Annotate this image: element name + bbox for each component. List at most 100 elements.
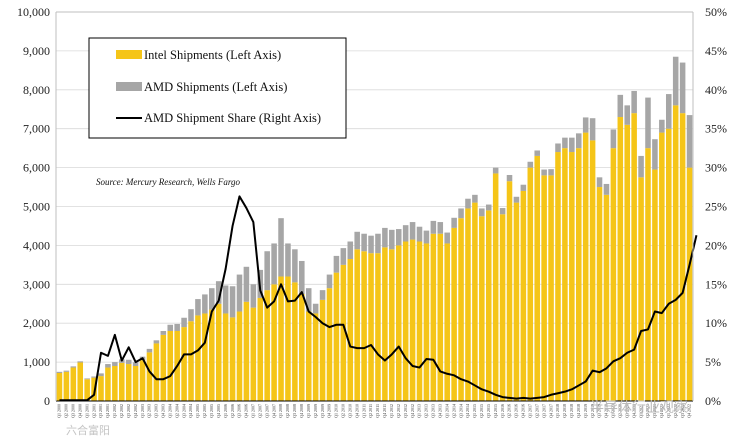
intel-bar bbox=[209, 309, 215, 401]
intel-bar bbox=[139, 360, 146, 401]
watermark-left: 六合富阳 bbox=[66, 423, 110, 437]
amd-bar bbox=[326, 274, 333, 289]
x-axis-tick-label: Q1 2006 bbox=[223, 404, 228, 418]
amd-bar bbox=[395, 229, 402, 246]
intel-bar bbox=[652, 169, 658, 401]
x-axis-tick-label: Q1 2004 bbox=[167, 404, 172, 418]
left-axis-tick-label: 4,000 bbox=[23, 238, 50, 252]
intel-bar bbox=[603, 194, 610, 401]
intel-bar bbox=[368, 253, 374, 401]
x-axis-tick-label: Q2 2022 bbox=[673, 404, 678, 418]
amd-bar bbox=[665, 94, 672, 129]
right-axis-ticks: 0% 5% 10% 15% 20% 25% 30% 35% 40% 45% 50% bbox=[705, 5, 727, 408]
amd-share-line bbox=[59, 195, 698, 402]
x-axis-tick-label: Q3 2007 bbox=[264, 404, 269, 418]
x-axis-tick-label: Q4 2009 bbox=[327, 404, 332, 418]
x-axis-tick-label: Q3 2016 bbox=[514, 404, 519, 418]
amd-bar bbox=[402, 225, 409, 242]
amd-bar bbox=[430, 220, 437, 234]
intel-bar bbox=[555, 152, 561, 401]
amd-bar bbox=[368, 235, 374, 254]
intel-bar bbox=[645, 148, 651, 401]
amd-bar bbox=[582, 117, 589, 133]
x-axis-tick-label: Q2 2017 bbox=[534, 404, 539, 418]
amd-bar bbox=[375, 233, 381, 254]
intel-bar bbox=[333, 272, 340, 401]
amd-bar bbox=[423, 230, 430, 244]
intel-bar bbox=[361, 251, 367, 401]
x-axis-tick-label: Q3 2019 bbox=[597, 404, 602, 418]
x-axis-tick-label: Q2 2021 bbox=[645, 404, 650, 418]
intel-bar bbox=[389, 249, 395, 401]
x-axis-tick-label: Q4 2002 bbox=[133, 404, 138, 418]
amd-bar bbox=[319, 290, 326, 300]
intel-bar bbox=[520, 190, 527, 401]
intel-bar bbox=[56, 372, 63, 401]
amd-bar bbox=[112, 362, 118, 366]
x-axis-tick-label: Q3 2020 bbox=[624, 404, 629, 418]
x-axis-tick-label: Q4 2005 bbox=[216, 404, 221, 418]
intel-bar bbox=[485, 210, 492, 401]
x-axis-tick-label: Q3 2005 bbox=[209, 404, 214, 418]
amd-bar bbox=[465, 198, 471, 209]
intel-bar bbox=[506, 181, 513, 401]
x-axis-tick-label: Q2 2010 bbox=[341, 404, 346, 418]
amd-bar bbox=[292, 249, 298, 283]
amd-bar bbox=[285, 243, 291, 277]
intel-bar bbox=[243, 301, 250, 401]
x-axis-tick-label: Q4 2000 bbox=[77, 404, 82, 418]
x-axis-tick-label: Q3 2008 bbox=[292, 404, 297, 418]
intel-bar bbox=[617, 117, 624, 401]
x-axis-tick-label: Q1 2003 bbox=[140, 404, 145, 418]
intel-bar bbox=[132, 365, 139, 401]
x-axis-tick-label: Q1 2015 bbox=[472, 404, 477, 418]
intel-bar bbox=[299, 294, 305, 401]
intel-bar bbox=[63, 371, 70, 401]
intel-bar bbox=[146, 352, 153, 401]
intel-bar bbox=[416, 241, 423, 401]
x-axis-tick-label: Q1 2001 bbox=[84, 404, 89, 418]
intel-bar bbox=[382, 247, 388, 401]
amd-bar bbox=[312, 303, 319, 314]
intel-bar bbox=[665, 128, 672, 401]
amd-bar bbox=[631, 90, 637, 114]
x-axis-ticks: Q1 2000 Q2 2000 Q3 2000 Q4 2000 Q1 2001 Q2 20… bbox=[57, 404, 692, 418]
intel-bar bbox=[437, 233, 444, 401]
intel-bar bbox=[472, 202, 478, 401]
intel-bar bbox=[479, 216, 485, 401]
amd-bar bbox=[174, 323, 180, 331]
x-axis-tick-label: Q4 2015 bbox=[493, 404, 498, 418]
amd-bar bbox=[458, 208, 464, 219]
intel-bar bbox=[465, 208, 471, 401]
amd-bar bbox=[485, 204, 492, 211]
amd-bar bbox=[575, 133, 582, 149]
x-axis-tick-label: Q3 2014 bbox=[458, 404, 463, 418]
intel-bar bbox=[610, 148, 617, 401]
left-axis-tick-label: 8,000 bbox=[23, 83, 50, 97]
amd-bar bbox=[569, 137, 575, 153]
intel-bar bbox=[229, 317, 236, 401]
x-axis-tick-label: Q4 2019 bbox=[604, 404, 609, 418]
amd-bar bbox=[527, 161, 534, 168]
intel-bar bbox=[527, 167, 534, 401]
amd-bar bbox=[105, 364, 111, 368]
intel-bar bbox=[326, 288, 333, 401]
amd-bar bbox=[70, 366, 77, 368]
left-axis-tick-label: 3,000 bbox=[23, 277, 50, 291]
left-axis-tick-label: 5,000 bbox=[23, 200, 50, 214]
amd-bar bbox=[264, 251, 270, 291]
right-axis-tick-label: 20% bbox=[705, 238, 727, 252]
x-axis-tick-label: Q2 2004 bbox=[174, 404, 179, 418]
amd-bar bbox=[209, 288, 215, 310]
intel-bar bbox=[499, 214, 506, 401]
intel-bar bbox=[458, 218, 464, 401]
legend-label-share: AMD Shipment Share (Right Axis) bbox=[144, 111, 321, 125]
amd-bar bbox=[389, 229, 395, 250]
amd-bar bbox=[153, 340, 160, 344]
legend-label-amd: AMD Shipments (Left Axis) bbox=[144, 80, 287, 94]
intel-bar bbox=[250, 307, 257, 401]
amd-bar bbox=[652, 139, 658, 170]
intel-bar bbox=[195, 315, 201, 401]
amd-bar bbox=[84, 378, 90, 380]
